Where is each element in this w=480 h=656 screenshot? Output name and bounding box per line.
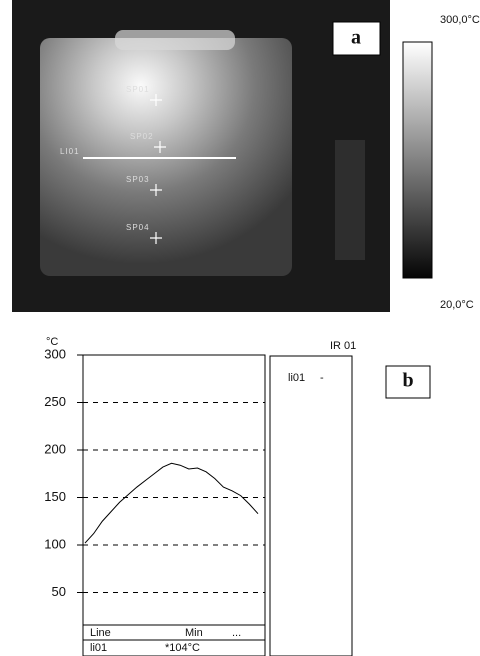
- legend-series: li01: [288, 372, 305, 384]
- series-line: [85, 463, 258, 543]
- spot-label: SP04: [126, 223, 150, 232]
- panel-label: a: [351, 27, 361, 49]
- figure: LI01 a 300,0°C 20,0°C °C IR 01 li01 - b …: [0, 0, 480, 656]
- y-tick-label: 50: [52, 584, 66, 599]
- plot-frame: [83, 355, 265, 625]
- thermal-lid: [115, 30, 235, 50]
- legend-title: IR 01: [330, 340, 356, 352]
- y-tick-label: 200: [44, 441, 66, 456]
- y-tick-label: 100: [44, 536, 66, 551]
- legend-box: [270, 356, 352, 656]
- spot-label: SP02: [130, 132, 154, 141]
- panel-label: b: [402, 370, 413, 392]
- spot-label: SP03: [126, 175, 150, 184]
- table-header: ...: [232, 627, 241, 639]
- legend-value: -: [320, 372, 324, 384]
- table-cell: *104°C: [165, 642, 200, 654]
- y-tick-label: 250: [44, 394, 66, 409]
- line-label: LI01: [60, 147, 80, 156]
- table-cell: li01: [90, 642, 107, 654]
- table-header: Line: [90, 627, 111, 639]
- y-tick-label: 300: [44, 346, 66, 361]
- table-header: Min: [185, 627, 203, 639]
- color-scale: [403, 42, 432, 278]
- y-tick-label: 150: [44, 489, 66, 504]
- thermal-side: [335, 140, 365, 260]
- scale-max: 300,0°C: [440, 14, 480, 26]
- scale-min: 20,0°C: [440, 299, 474, 311]
- spot-label: SP01: [126, 85, 150, 94]
